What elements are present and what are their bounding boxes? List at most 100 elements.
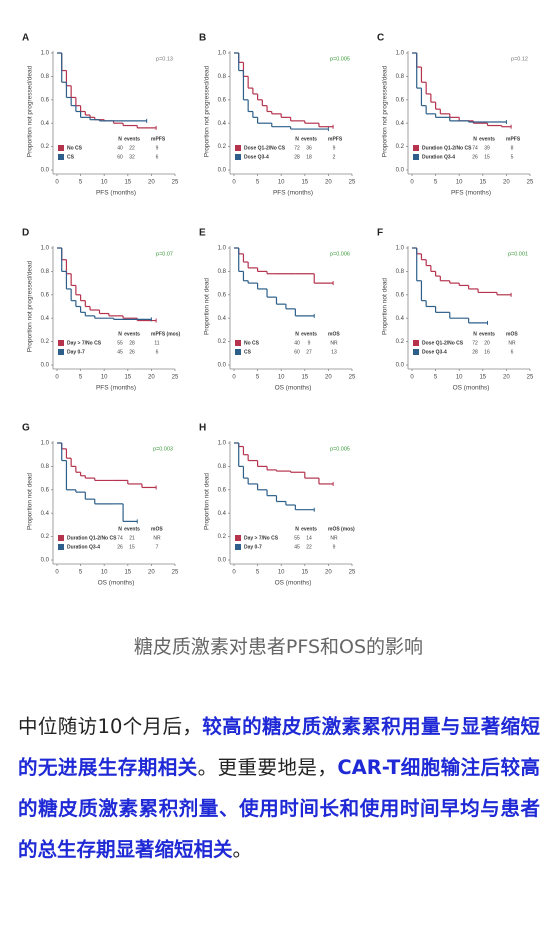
legend-header: events: [479, 331, 495, 337]
legend-events: 15: [129, 544, 135, 550]
x-tick-label: 15: [124, 180, 131, 186]
y-tick-label: 0.4: [396, 121, 405, 127]
legend-median: NR: [508, 340, 516, 346]
x-tick-label: 0: [410, 180, 414, 186]
legend-label: No CS: [244, 340, 260, 346]
legend-label: Duration Q1-2/No CS: [67, 535, 117, 541]
panel-label: F: [377, 228, 383, 239]
y-tick-label: 0.0: [218, 363, 227, 369]
legend-header: events: [301, 331, 317, 337]
x-tick-label: 20: [148, 570, 155, 576]
legend-median: 6: [156, 349, 159, 355]
legend-label: Dose Q3-4: [244, 154, 269, 160]
legend-label: Day 0-7: [67, 349, 85, 355]
panel: Cp=0.12 Proportion not progressed/dead PFS…: [377, 33, 534, 197]
y-tick-label: 0.2: [396, 339, 405, 345]
x-tick-label: 0: [410, 375, 414, 381]
y-tick-label: 0.6: [218, 97, 227, 103]
legend-median: 6: [511, 349, 514, 355]
legend-header: mOS: [328, 331, 340, 337]
emphasis-text: 较高的糖皮质激素累积用量与显著缩短的无进展生存期相关: [18, 715, 540, 779]
panel: Fp=0.001 Proportion not dead OS (months) 0.…: [377, 228, 534, 392]
x-tick-label: 0: [232, 570, 236, 576]
legend-swatch: [413, 349, 419, 355]
legend-header: events: [301, 526, 317, 532]
legend-swatch: [235, 154, 241, 160]
x-axis-label: OS (months): [275, 385, 312, 392]
y-axis-label: Proportion not progressed/dead: [27, 65, 34, 157]
panel-label: C: [377, 33, 384, 44]
x-tick-label: 15: [479, 375, 486, 381]
legend-header: events: [301, 136, 317, 142]
legend-swatch: [413, 145, 419, 151]
x-tick-label: 20: [148, 180, 155, 186]
legend-median: 9: [333, 544, 336, 550]
legend-median: 5: [511, 154, 514, 160]
legend-label: Day 0-7: [244, 544, 262, 550]
y-tick-label: 0.0: [41, 363, 50, 369]
legend-swatch: [235, 340, 241, 346]
legend-header: N: [295, 136, 299, 142]
panel-label: G: [22, 423, 30, 434]
legend-swatch: [58, 154, 64, 160]
y-tick-label: 0.8: [218, 464, 227, 470]
x-tick-label: 15: [301, 375, 308, 381]
x-tick-label: 25: [349, 180, 356, 186]
legend-n: 26: [117, 544, 123, 550]
y-tick-label: 0.4: [41, 511, 50, 517]
x-tick-label: 25: [349, 375, 356, 381]
legend-median: 11: [154, 340, 159, 346]
p-value: p=0.005: [330, 446, 350, 452]
y-tick-label: 0.6: [218, 487, 227, 493]
y-tick-label: 0.8: [218, 269, 227, 275]
x-tick-label: 20: [503, 375, 510, 381]
legend-median: 7: [156, 544, 159, 550]
x-axis-label: PFS (months): [451, 190, 491, 197]
y-axis-label: Proportion not progressed/dead: [204, 65, 211, 157]
y-tick-label: 0.2: [41, 339, 50, 345]
legend-n: 72: [294, 145, 300, 151]
y-tick-label: 0.0: [218, 558, 227, 564]
y-tick-label: 0.0: [218, 168, 227, 174]
y-tick-label: 1.0: [218, 246, 227, 252]
x-axis-label: PFS (months): [96, 385, 136, 392]
panel-label: H: [199, 423, 206, 434]
y-tick-label: 0.6: [41, 97, 50, 103]
legend-events: 15: [484, 154, 490, 160]
legend-swatch: [58, 349, 64, 355]
x-tick-label: 15: [124, 375, 131, 381]
legend-median: 13: [331, 349, 337, 355]
x-tick-label: 0: [55, 375, 59, 381]
y-axis-label: Proportion not dead: [27, 473, 34, 530]
legend-header: mPFS: [328, 136, 343, 142]
x-tick-label: 15: [301, 180, 308, 186]
x-tick-label: 20: [325, 180, 332, 186]
legend-header: N: [118, 526, 122, 532]
x-tick-label: 20: [325, 375, 332, 381]
y-tick-label: 0.8: [41, 464, 50, 470]
legend-header: mPFS: [506, 136, 521, 142]
legend-swatch: [235, 544, 241, 550]
x-tick-label: 25: [172, 180, 179, 186]
legend-median: 8: [511, 145, 514, 151]
legend-header: N: [295, 526, 299, 532]
legend-header: events: [124, 136, 140, 142]
y-tick-label: 1.0: [41, 246, 50, 252]
legend-header: mOS (mos): [328, 526, 355, 532]
legend-swatch: [58, 535, 64, 541]
y-tick-label: 0.2: [396, 144, 405, 150]
x-tick-label: 15: [124, 570, 131, 576]
legend-median: 6: [156, 154, 159, 160]
paragraph: 中位随访10个月后，较高的糖皮质激素累积用量与显著缩短的无进展生存期相关。更重要…: [18, 706, 540, 870]
y-tick-label: 0.8: [396, 74, 405, 80]
legend-label: Dose Q3-4: [422, 349, 447, 355]
y-tick-label: 0.0: [396, 168, 405, 174]
legend-events: 14: [306, 535, 312, 541]
legend-events: 39: [484, 145, 490, 151]
y-tick-label: 0.2: [41, 534, 50, 540]
y-axis-label: Proportion not dead: [204, 278, 211, 335]
legend-swatch: [58, 544, 64, 550]
y-tick-label: 1.0: [218, 51, 227, 57]
legend-header: N: [295, 331, 299, 337]
